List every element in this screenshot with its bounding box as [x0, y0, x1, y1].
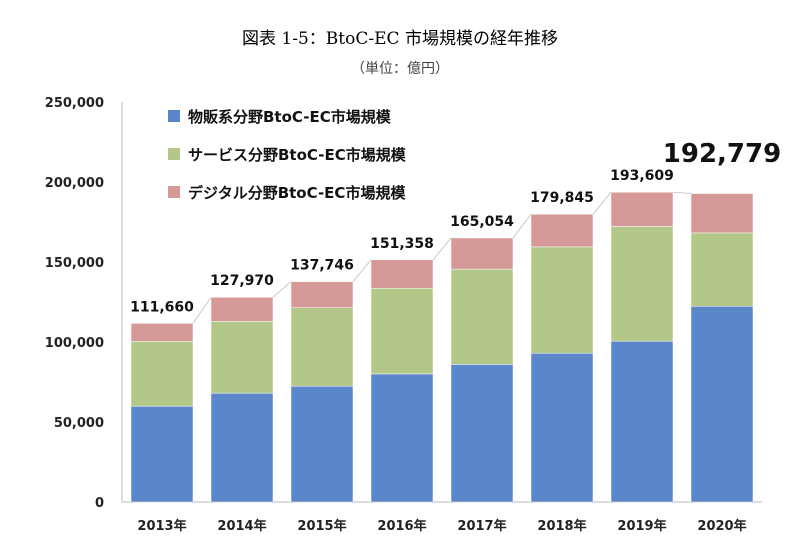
x-tick-label: 2020年	[697, 518, 746, 534]
chart-title: 図表 1-5：BtoC-EC 市場規模の経年推移	[242, 29, 558, 49]
bar-segment-digital	[530, 213, 594, 248]
total-data-label: 179,845	[530, 190, 594, 206]
y-tick-label: 250,000	[45, 96, 104, 111]
bar-segment-services	[450, 268, 514, 365]
bar-segment-digital	[690, 193, 754, 234]
total-connector-line	[432, 237, 452, 261]
x-tick-label: 2017年	[457, 518, 506, 534]
bar-segment-services	[530, 246, 594, 354]
total-data-label: 111,660	[130, 299, 194, 315]
bar-segment-goods	[690, 306, 754, 503]
legend-label: サービス分野BtoC-EC市場規模	[188, 146, 407, 164]
bar-segment-services	[610, 226, 674, 342]
bar-segment-services	[690, 232, 754, 307]
total-data-label: 193,609	[610, 168, 674, 184]
total-data-label: 127,970	[210, 273, 274, 289]
bar-segment-digital	[450, 237, 514, 270]
bar-segment-services	[210, 321, 274, 394]
total-connector-line	[192, 296, 212, 324]
bar-segment-goods	[370, 373, 434, 503]
bar-segment-digital	[610, 191, 674, 227]
legend-label: 物販系分野BtoC-EC市場規模	[188, 108, 392, 126]
legend-swatch	[168, 110, 180, 122]
total-connector-line	[272, 281, 292, 298]
y-tick-label: 50,000	[54, 416, 104, 431]
y-tick-label: 100,000	[45, 336, 104, 351]
x-tick-label: 2016年	[377, 518, 426, 534]
bar-segment-goods	[610, 340, 674, 503]
bar-segment-digital	[130, 323, 194, 342]
y-tick-label: 200,000	[45, 176, 104, 191]
legend-swatch	[168, 186, 180, 198]
chart-unit-subtitle: （単位：億円）	[351, 61, 449, 77]
x-tick-label: 2019年	[617, 518, 666, 534]
bar-segment-goods	[530, 352, 594, 503]
y-tick-label: 150,000	[45, 256, 104, 271]
bar-segment-digital	[290, 281, 354, 308]
x-tick-label: 2015年	[297, 518, 346, 534]
bar-segment-goods	[130, 405, 194, 503]
highlighted-total-label: 192,779	[663, 139, 781, 169]
bar-segment-digital	[210, 296, 274, 322]
total-connector-line	[512, 213, 532, 239]
x-tick-label: 2013年	[137, 518, 186, 534]
total-connector-line	[672, 191, 692, 195]
total-data-label: 151,358	[370, 236, 434, 252]
bar-segment-goods	[450, 364, 514, 503]
bar-segment-services	[290, 307, 354, 387]
y-tick-label: 0	[95, 496, 104, 511]
bar-segment-digital	[370, 259, 434, 289]
total-data-label: 137,746	[290, 258, 354, 274]
bar-segment-services	[130, 341, 194, 407]
bar-segment-goods	[210, 392, 274, 503]
bar-segment-services	[370, 288, 434, 375]
x-tick-label: 2018年	[537, 518, 586, 534]
legend-swatch	[168, 148, 180, 160]
x-tick-label: 2014年	[217, 518, 266, 534]
bar-segment-goods	[290, 385, 354, 503]
legend-label: デジタル分野BtoC-EC市場規模	[188, 184, 406, 202]
total-connector-line	[352, 259, 372, 282]
total-connector-line	[592, 191, 612, 215]
total-data-label: 165,054	[450, 214, 514, 230]
